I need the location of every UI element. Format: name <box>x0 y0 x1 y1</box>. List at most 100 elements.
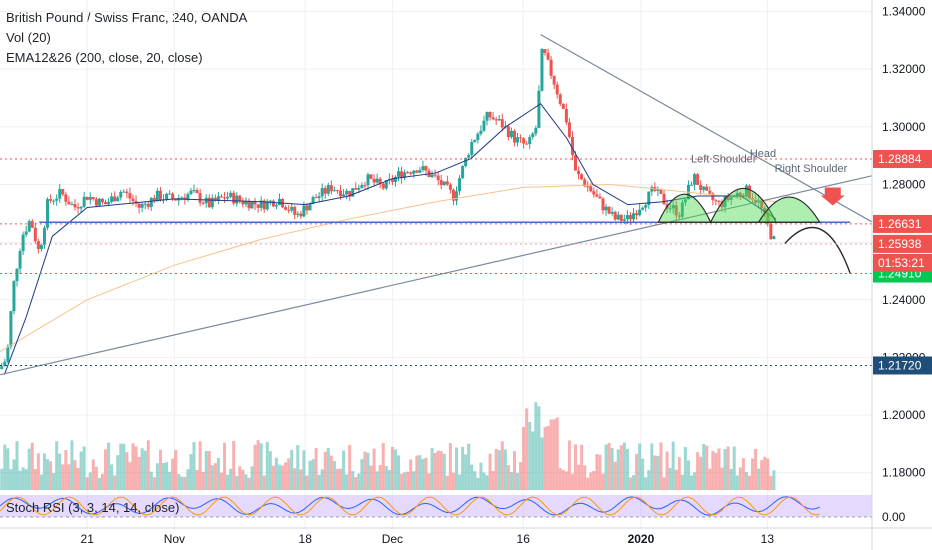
volume-bar <box>543 426 547 490</box>
volume-bar <box>595 454 599 490</box>
candle-body <box>46 199 50 228</box>
trendline-descending-resistance <box>540 34 873 223</box>
candle-body <box>335 190 339 192</box>
volume-bar <box>250 466 254 490</box>
candle-body <box>79 206 83 209</box>
candle-body <box>592 191 596 195</box>
volume-bar <box>94 466 98 490</box>
price-tag-label: 1.25938 <box>878 237 922 251</box>
volume-bar <box>540 437 544 490</box>
volume-bar <box>451 472 455 490</box>
candle-body <box>537 90 541 128</box>
candle-body <box>485 112 489 121</box>
candle-body <box>705 186 709 191</box>
candle-body <box>397 171 401 177</box>
volume-bar <box>274 457 278 490</box>
volume-bar <box>354 477 358 490</box>
volume-bar <box>390 447 394 490</box>
candle-body <box>644 204 648 208</box>
volume-bar <box>647 470 651 490</box>
volume-bar <box>625 448 629 490</box>
candle-body <box>662 193 666 205</box>
volume-bar <box>479 462 483 490</box>
candle-body <box>12 281 16 312</box>
candle-body <box>375 178 379 183</box>
volume-bar <box>177 474 181 490</box>
volume-bar <box>531 431 535 490</box>
volume-bar <box>223 442 227 490</box>
candle-body <box>104 202 108 205</box>
candle-body <box>601 198 605 211</box>
volume-bar <box>314 448 318 490</box>
volume-bar <box>67 464 71 490</box>
candle-body <box>183 197 187 200</box>
candle-body <box>555 84 559 95</box>
price-tick-label: 1.24000 <box>882 293 926 307</box>
candle-body <box>198 193 202 203</box>
candle-body <box>757 199 761 203</box>
volume-bar <box>552 419 556 490</box>
candle-body <box>67 201 71 205</box>
volume-bar <box>763 456 767 490</box>
candle-body <box>525 143 529 145</box>
volume-bar <box>351 471 355 490</box>
volume-bar <box>659 442 663 490</box>
volume-bar <box>52 472 56 490</box>
candle-body <box>735 192 739 196</box>
stoch-rsi-label[interactable]: Stoch RSI (3, 3, 14, 14, close) <box>6 500 180 515</box>
time-tick-label: 18 <box>299 532 313 546</box>
candle-body <box>21 234 25 252</box>
candle-body <box>235 195 239 204</box>
candle-body <box>580 174 584 180</box>
candle-body <box>574 155 578 171</box>
candle-body <box>433 174 437 176</box>
volume-bar <box>104 449 108 490</box>
volume-bar <box>137 456 141 490</box>
candle-body <box>717 200 721 202</box>
volume-bar <box>766 458 770 490</box>
candle-body <box>15 268 19 282</box>
candle-body <box>363 185 367 187</box>
volume-bar <box>604 444 608 490</box>
volume-bar <box>113 475 117 490</box>
candle-body <box>42 227 46 245</box>
volume-bar <box>241 469 245 490</box>
volume-bar <box>146 440 150 490</box>
ema-indicator-label[interactable]: EMA12&26 (200, close, 20, close) <box>6 50 203 65</box>
volume-bar <box>772 470 776 490</box>
projection-arc <box>784 226 851 274</box>
candle-body <box>268 200 272 202</box>
candle-body <box>326 185 330 194</box>
candle-body <box>696 174 700 185</box>
volume-indicator-label[interactable]: Vol (20) <box>6 30 51 45</box>
candle-body <box>320 188 324 197</box>
volume-bar <box>88 472 92 490</box>
candle-body <box>558 94 562 104</box>
volume-bar <box>412 471 416 490</box>
volume-bar <box>143 450 147 490</box>
candle-body <box>436 175 440 180</box>
candle-body <box>49 199 53 201</box>
candle-body <box>458 178 462 192</box>
candle-body <box>625 215 629 220</box>
volume-bar <box>555 417 559 490</box>
candle-body <box>97 198 101 206</box>
candle-body <box>82 196 86 207</box>
candle-body <box>598 196 602 199</box>
volume-bar <box>116 455 120 490</box>
candle-body <box>650 187 654 192</box>
candle-body <box>479 130 483 134</box>
volume-bar <box>30 442 34 490</box>
volume-bar <box>699 456 703 490</box>
volume-bar <box>198 441 202 490</box>
volume-bar <box>494 448 498 490</box>
pattern-label: Right Shoulder <box>775 163 848 175</box>
candle-body <box>18 251 22 269</box>
volume-bar <box>39 474 43 490</box>
candle-body <box>528 137 532 145</box>
volume-bar <box>754 448 758 490</box>
volume-bar <box>717 448 721 490</box>
volume-bar <box>219 472 223 490</box>
candle-body <box>531 133 535 138</box>
